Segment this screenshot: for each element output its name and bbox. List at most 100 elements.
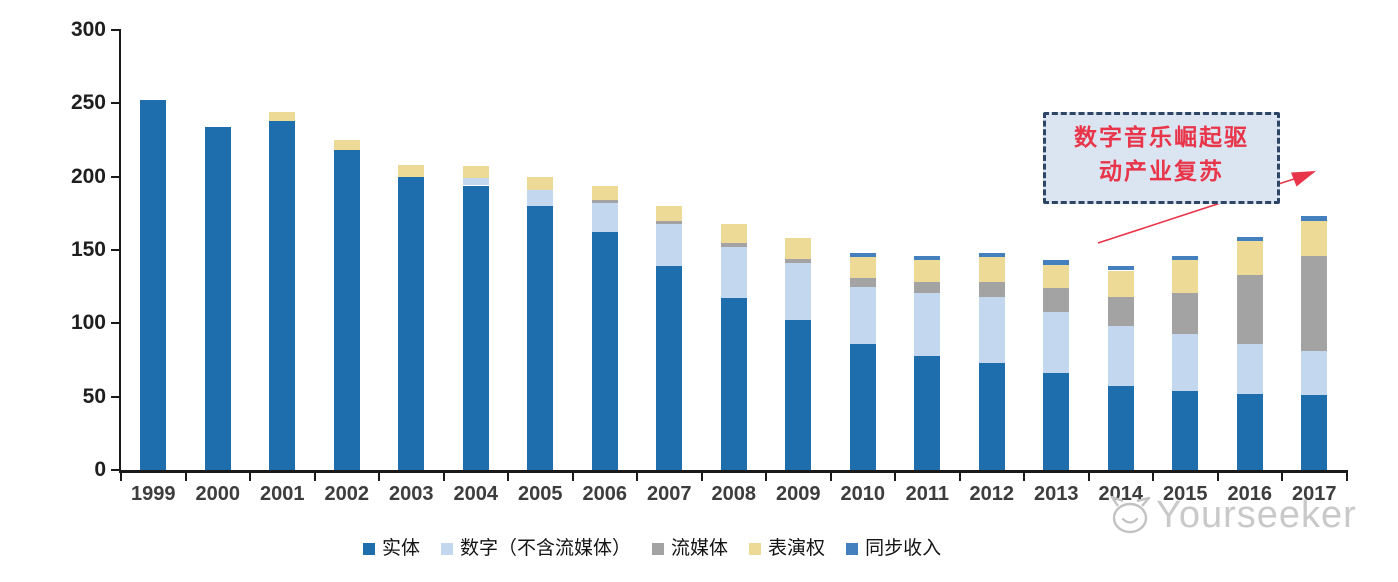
bar-segment-performance-rights-2012 (978, 257, 1005, 283)
x-tick-label: 2010 (840, 483, 886, 505)
bar-segment-digital-excl-streaming-2007 (656, 223, 683, 267)
legend-swatch-performance-rights (749, 543, 762, 555)
y-tick-label: 50 (82, 384, 106, 408)
bar-segment-performance-rights-2002 (333, 140, 360, 151)
bar-segment-sync-revenue-2014 (1107, 266, 1134, 271)
bar-segment-streaming-2010 (849, 277, 876, 287)
bar-segment-streaming-2014 (1107, 296, 1134, 327)
bar-segment-performance-rights-2017 (1301, 220, 1328, 256)
y-tick-label: 250 (70, 91, 106, 115)
x-tick-label: 2000 (195, 483, 241, 505)
x-tick-label: 2013 (1034, 483, 1079, 505)
bar-segment-streaming-2008 (720, 242, 747, 248)
legend-item-digital-excl-streaming: 数字（不含流媒体） (441, 538, 631, 560)
legend: 实体 数字（不含流媒体） 流媒体 表演权 同步收入 (363, 538, 941, 560)
x-tick-label: 2017 (1292, 483, 1337, 505)
bar-segment-physical-2008 (720, 298, 747, 470)
legend-label-performance-rights: 表演权 (768, 538, 826, 559)
y-tick-mark (111, 249, 119, 251)
legend-label-digital-excl-streaming: 数字（不含流媒体） (460, 538, 632, 559)
bar-segment-physical-2006 (591, 232, 618, 470)
bar-segment-digital-excl-streaming-2006 (591, 203, 618, 233)
bar-segment-digital-excl-streaming-2010 (849, 286, 876, 344)
legend-item-performance-rights: 表演权 (749, 538, 825, 560)
x-tick-mark (249, 473, 251, 481)
bar-segment-performance-rights-2015 (1172, 260, 1199, 293)
bar-segment-physical-2010 (849, 343, 876, 470)
x-tick-label: 2007 (647, 483, 692, 505)
bar-segment-sync-revenue-2010 (849, 252, 876, 258)
bar-segment-sync-revenue-2017 (1301, 216, 1328, 221)
bar-segment-performance-rights-2016 (1236, 241, 1263, 275)
x-tick-label: 2008 (711, 483, 757, 505)
bar-segment-streaming-2015 (1172, 292, 1199, 334)
bar-segment-streaming-2006 (591, 200, 618, 203)
bar-segment-physical-2014 (1107, 386, 1134, 470)
y-tick-mark (111, 102, 119, 105)
x-tick-label: 2004 (453, 483, 499, 505)
x-tick-mark (1216, 473, 1219, 481)
x-tick-label: 2003 (389, 483, 434, 505)
bar-segment-streaming-2013 (1043, 288, 1070, 312)
bar-segment-sync-revenue-2013 (1043, 260, 1070, 265)
bar-segment-streaming-2016 (1236, 274, 1263, 344)
bar-segment-performance-rights-2008 (720, 223, 747, 243)
bar-segment-sync-revenue-2011 (914, 255, 941, 261)
y-tick-mark (111, 395, 119, 398)
y-tick-mark (111, 322, 119, 325)
x-tick-mark (507, 473, 509, 481)
y-tick-mark (111, 29, 119, 31)
bar-segment-streaming-2012 (978, 282, 1005, 297)
x-tick-mark (700, 473, 703, 481)
bar-segment-physical-2001 (269, 120, 296, 470)
bar-segment-digital-excl-streaming-2015 (1172, 333, 1199, 391)
x-tick-mark (313, 473, 316, 481)
x-tick-mark (378, 473, 380, 481)
x-tick-mark (120, 473, 122, 481)
bar-segment-performance-rights-2006 (591, 185, 618, 201)
x-tick-label: 2002 (324, 483, 370, 505)
annotation-callout: 数字音乐崛起驱 动产业复苏 (1043, 112, 1280, 204)
bar-segment-digital-excl-streaming-2017 (1301, 351, 1328, 396)
bar-segment-digital-excl-streaming-2005 (527, 189, 554, 206)
bar-segment-physical-2015 (1172, 390, 1199, 470)
bar-segment-digital-excl-streaming-2016 (1236, 343, 1263, 394)
bar-segment-performance-rights-2009 (785, 238, 812, 259)
bar-segment-physical-2005 (527, 206, 554, 470)
y-axis-line (119, 29, 121, 473)
x-tick-label: 2001 (260, 483, 305, 505)
bar-segment-performance-rights-2005 (527, 176, 554, 190)
x-tick-label: 2015 (1163, 483, 1208, 505)
bar-segment-streaming-2007 (656, 220, 683, 224)
legend-item-physical: 实体 (363, 538, 420, 560)
legend-swatch-streaming (652, 543, 665, 555)
y-tick-label: 200 (70, 164, 106, 188)
x-tick-label: 1999 (131, 483, 176, 505)
bar-segment-performance-rights-2010 (849, 257, 876, 278)
bar-segment-physical-2007 (656, 266, 683, 470)
bar-segment-physical-2016 (1236, 393, 1263, 470)
bar-segment-sync-revenue-2015 (1172, 255, 1199, 261)
bar-segment-digital-excl-streaming-2008 (720, 247, 747, 299)
x-tick-label: 2014 (1098, 483, 1144, 505)
x-tick-label: 2005 (518, 483, 563, 505)
bar-segment-physical-2003 (398, 176, 425, 470)
legend-label-streaming: 流媒体 (671, 538, 729, 559)
x-tick-mark (765, 473, 767, 481)
bar-segment-physical-2013 (1043, 373, 1070, 470)
x-tick-label: 2012 (969, 483, 1015, 505)
x-tick-label: 2006 (582, 483, 628, 505)
y-tick-label: 150 (70, 238, 106, 261)
bar-segment-performance-rights-2007 (656, 206, 683, 221)
legend-item-streaming: 流媒体 (652, 538, 728, 560)
bar-segment-physical-2011 (914, 355, 941, 470)
bar-segment-sync-revenue-2012 (978, 252, 1005, 258)
y-tick-mark (111, 469, 119, 471)
legend-swatch-digital-excl-streaming (441, 543, 454, 555)
x-tick-mark (442, 473, 445, 481)
bar-segment-performance-rights-2011 (914, 260, 941, 283)
x-tick-mark (636, 473, 638, 481)
bar-segment-streaming-2017 (1301, 255, 1328, 352)
x-tick-mark (184, 473, 187, 481)
